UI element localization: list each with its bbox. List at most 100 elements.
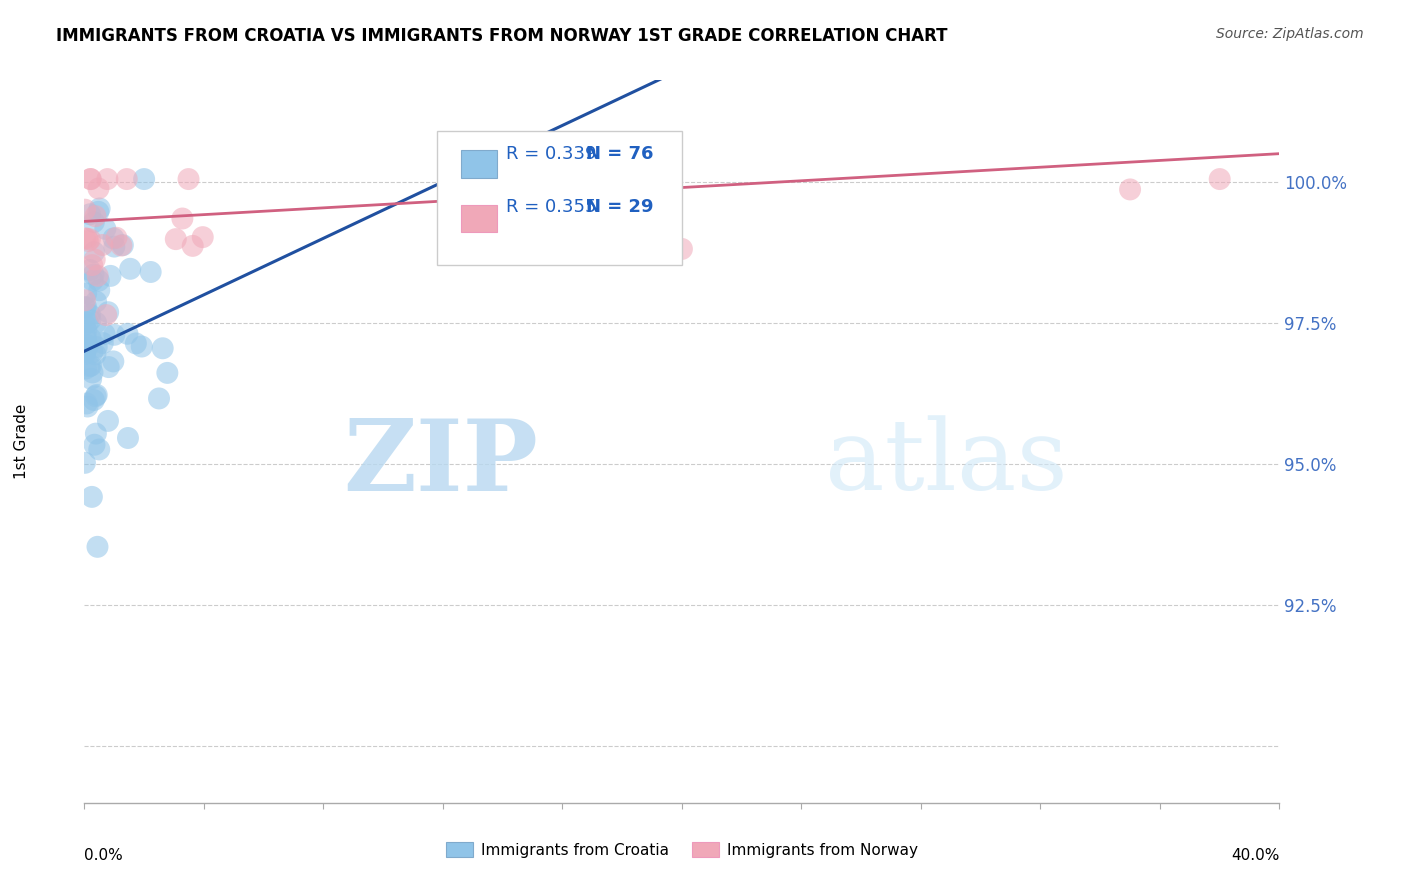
Point xyxy=(96,172,118,186)
Point xyxy=(76,232,98,246)
Point xyxy=(139,265,162,279)
Point xyxy=(84,347,107,361)
FancyBboxPatch shape xyxy=(437,131,682,265)
Point xyxy=(83,252,105,267)
Point xyxy=(73,347,96,361)
Point xyxy=(120,261,142,276)
Point xyxy=(105,231,128,245)
Point xyxy=(76,396,98,410)
Point xyxy=(79,359,101,374)
Point xyxy=(75,231,97,245)
Point xyxy=(148,392,170,406)
Point xyxy=(76,341,98,355)
Point xyxy=(73,202,96,217)
Point xyxy=(84,209,107,223)
Point xyxy=(75,328,97,343)
Point xyxy=(83,268,105,282)
Point xyxy=(83,438,105,452)
Point xyxy=(79,232,101,246)
Text: 40.0%: 40.0% xyxy=(1232,848,1279,863)
Text: R = 0.339: R = 0.339 xyxy=(506,145,596,163)
Point xyxy=(91,238,114,252)
Point xyxy=(83,215,105,229)
Point xyxy=(89,202,111,216)
Point xyxy=(82,258,104,272)
Point xyxy=(103,354,125,368)
Point xyxy=(84,389,107,403)
Point xyxy=(80,490,103,504)
Point xyxy=(522,172,544,186)
Point xyxy=(97,360,120,375)
Point xyxy=(125,336,148,351)
Point xyxy=(115,172,138,186)
Point xyxy=(110,238,132,252)
Point xyxy=(87,274,110,288)
Point xyxy=(79,263,101,277)
Point xyxy=(97,305,120,319)
Point xyxy=(89,283,111,297)
Point xyxy=(76,338,98,352)
Point xyxy=(73,318,96,332)
Point xyxy=(79,172,101,186)
Text: N = 76: N = 76 xyxy=(586,145,654,163)
Bar xyxy=(461,151,496,178)
Point xyxy=(91,336,114,351)
Point xyxy=(80,172,103,186)
Point xyxy=(152,341,174,355)
Point xyxy=(80,372,103,386)
Point xyxy=(1209,172,1232,186)
Point xyxy=(79,331,101,345)
Legend: Immigrants from Croatia, Immigrants from Norway: Immigrants from Croatia, Immigrants from… xyxy=(440,836,924,863)
Point xyxy=(132,172,156,186)
Point xyxy=(84,426,107,441)
Point xyxy=(111,238,134,252)
Text: ZIP: ZIP xyxy=(343,415,538,512)
Point xyxy=(97,414,120,428)
Point xyxy=(103,239,125,253)
Bar xyxy=(461,204,496,232)
Point xyxy=(75,345,97,359)
Point xyxy=(75,324,97,338)
Point xyxy=(75,361,97,376)
Point xyxy=(82,273,104,287)
Point xyxy=(79,308,101,322)
Text: atlas: atlas xyxy=(825,416,1069,511)
Text: N = 29: N = 29 xyxy=(586,198,654,216)
Point xyxy=(83,392,105,407)
Point xyxy=(103,327,125,342)
Point xyxy=(117,326,139,341)
Point xyxy=(76,400,98,414)
Point xyxy=(73,301,96,315)
Point xyxy=(1119,182,1142,196)
Point xyxy=(177,172,200,186)
Point xyxy=(181,239,204,253)
Point xyxy=(75,286,97,301)
Point xyxy=(86,388,108,402)
Point xyxy=(80,359,103,373)
Point xyxy=(75,300,97,314)
Point xyxy=(94,222,117,236)
Point xyxy=(100,268,122,283)
Point xyxy=(86,268,108,283)
Point xyxy=(77,234,100,248)
Text: 0.0%: 0.0% xyxy=(84,848,124,863)
Point xyxy=(96,308,118,322)
Point xyxy=(86,540,108,554)
Point xyxy=(83,245,105,260)
Point xyxy=(82,345,104,359)
Point xyxy=(117,431,139,445)
Y-axis label: 1st Grade: 1st Grade xyxy=(14,404,28,479)
Point xyxy=(77,315,100,329)
Point xyxy=(79,207,101,221)
Text: R = 0.355: R = 0.355 xyxy=(506,198,596,216)
Point xyxy=(79,313,101,327)
Point xyxy=(73,456,96,470)
Point xyxy=(93,326,115,341)
Point xyxy=(73,293,96,308)
Point xyxy=(75,332,97,346)
Point xyxy=(84,294,107,309)
Point xyxy=(172,211,194,226)
Point xyxy=(87,204,110,219)
Point xyxy=(191,230,214,244)
Point xyxy=(165,232,187,246)
